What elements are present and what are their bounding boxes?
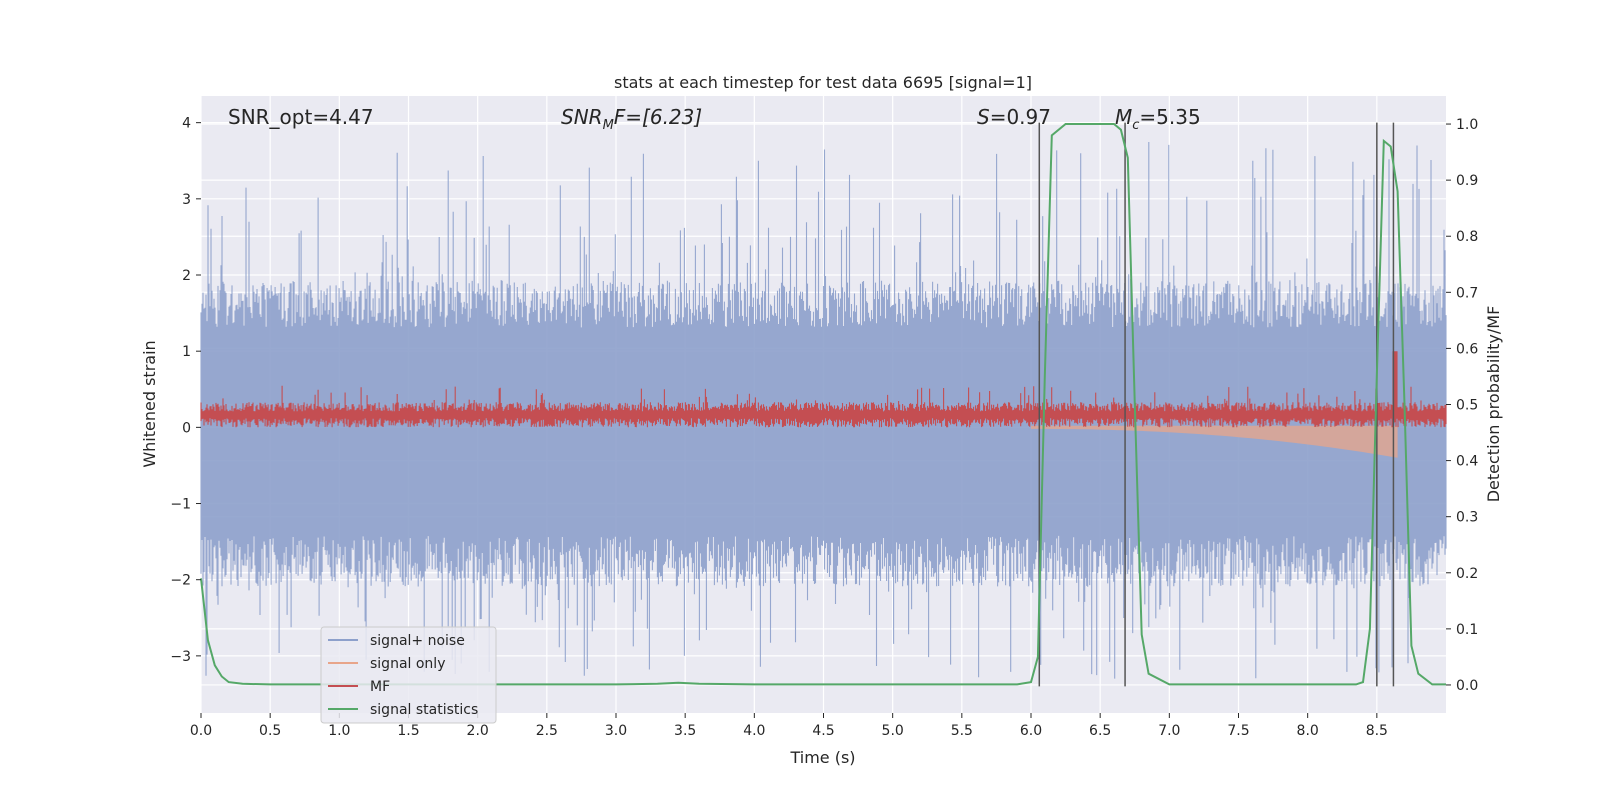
annotation-s: S=0.97	[977, 105, 1051, 129]
legend-frame	[320, 626, 497, 724]
x-tick-label: 6.0	[1020, 723, 1042, 739]
y-left-tick-label: 2	[182, 268, 191, 284]
annotation-mc-rest: =5.35	[1139, 105, 1200, 129]
x-tick-label: 1.0	[328, 723, 350, 739]
y-left-axis-ticks: 4 3 2 1 0 −1 −2 −3	[170, 116, 201, 665]
y-right-tick-label: 0.3	[1456, 510, 1478, 526]
chart-title: stats at each timestep for test data 669…	[614, 73, 1032, 92]
x-tick-label: 7.5	[1227, 723, 1249, 739]
y-right-axis-ticks: 1.0 0.9 0.8 0.7 0.6 0.5 0.4 0.3 0.2 0.1 0.0	[1446, 117, 1478, 694]
annotation-mc-sym: M	[1115, 105, 1132, 129]
x-tick-label: 5.0	[882, 723, 904, 739]
annotation-snr-mf-sub: M	[603, 118, 614, 133]
y-left-tick-label: 1	[182, 344, 191, 360]
y-right-tick-label: 0.5	[1456, 398, 1478, 414]
annotation-mc-sub: c	[1132, 118, 1139, 133]
annotation-mc: Mc=5.35	[1115, 105, 1201, 133]
x-tick-label: 6.5	[1089, 723, 1111, 739]
x-tick-label: 1.5	[397, 723, 419, 739]
legend-label-mf: MF	[370, 679, 390, 695]
y-left-tick-label: −2	[170, 573, 191, 589]
y-right-tick-label: 0.2	[1456, 566, 1478, 582]
y-left-axis-label: Whitened strain	[140, 340, 159, 467]
legend-label-signal-only: signal only	[370, 656, 445, 672]
x-axis-ticks: 0.0 0.5 1.0 1.5 2.0 2.5 3.0 3.5 4.0 4.5 5.0 5.5 6.0 6…	[190, 713, 1388, 739]
annotation-s-sym: S	[977, 105, 990, 129]
x-tick-label: 0.5	[259, 723, 281, 739]
legend-label-signal-noise: signal+ noise	[370, 633, 465, 649]
y-right-tick-label: 1.0	[1456, 117, 1478, 133]
x-tick-label: 0.0	[190, 723, 212, 739]
annotation-snr-mf: SNRMF=[6.23]	[561, 105, 702, 133]
y-right-tick-label: 0.8	[1456, 229, 1478, 245]
y-left-tick-label: 3	[182, 192, 191, 208]
x-tick-label: 8.5	[1366, 723, 1388, 739]
y-left-tick-label: −1	[170, 497, 191, 513]
y-left-tick-label: 0	[182, 420, 191, 436]
x-tick-label: 4.5	[812, 723, 834, 739]
series-mf	[200, 351, 1447, 428]
y-right-tick-label: 0.1	[1456, 622, 1478, 638]
series-signal-only	[1031, 425, 1398, 458]
y-right-axis-label: Detection probability/MF	[1484, 306, 1503, 503]
x-tick-label: 5.5	[951, 723, 973, 739]
annotation-snr-mf-rest: F=[6.23]	[614, 105, 702, 129]
y-right-tick-label: 0.6	[1456, 341, 1478, 357]
y-right-tick-label: 0.7	[1456, 285, 1478, 301]
x-axis-label: Time (s)	[789, 748, 855, 767]
x-tick-label: 2.5	[536, 723, 558, 739]
x-tick-label: 3.0	[605, 723, 627, 739]
y-right-tick-label: 0.4	[1456, 454, 1478, 470]
y-right-tick-label: 0.0	[1456, 678, 1478, 694]
annotation-snr-mf-base: SNR	[561, 105, 603, 129]
y-right-tick-label: 0.9	[1456, 173, 1478, 189]
y-left-tick-label: 4	[182, 116, 191, 132]
legend-label-signal-statistics: signal statistics	[370, 702, 478, 718]
x-tick-label: 3.5	[674, 723, 696, 739]
annotation-s-rest: =0.97	[990, 105, 1051, 129]
annotation-snr-opt: SNR_opt=4.47	[228, 105, 374, 129]
x-tick-label: 4.0	[743, 723, 765, 739]
legend: signal+ noise signal only MF signal stat…	[320, 626, 497, 724]
x-tick-label: 2.0	[467, 723, 489, 739]
y-left-tick-label: −3	[170, 649, 191, 665]
x-tick-label: 7.0	[1158, 723, 1180, 739]
x-tick-label: 8.0	[1297, 723, 1319, 739]
